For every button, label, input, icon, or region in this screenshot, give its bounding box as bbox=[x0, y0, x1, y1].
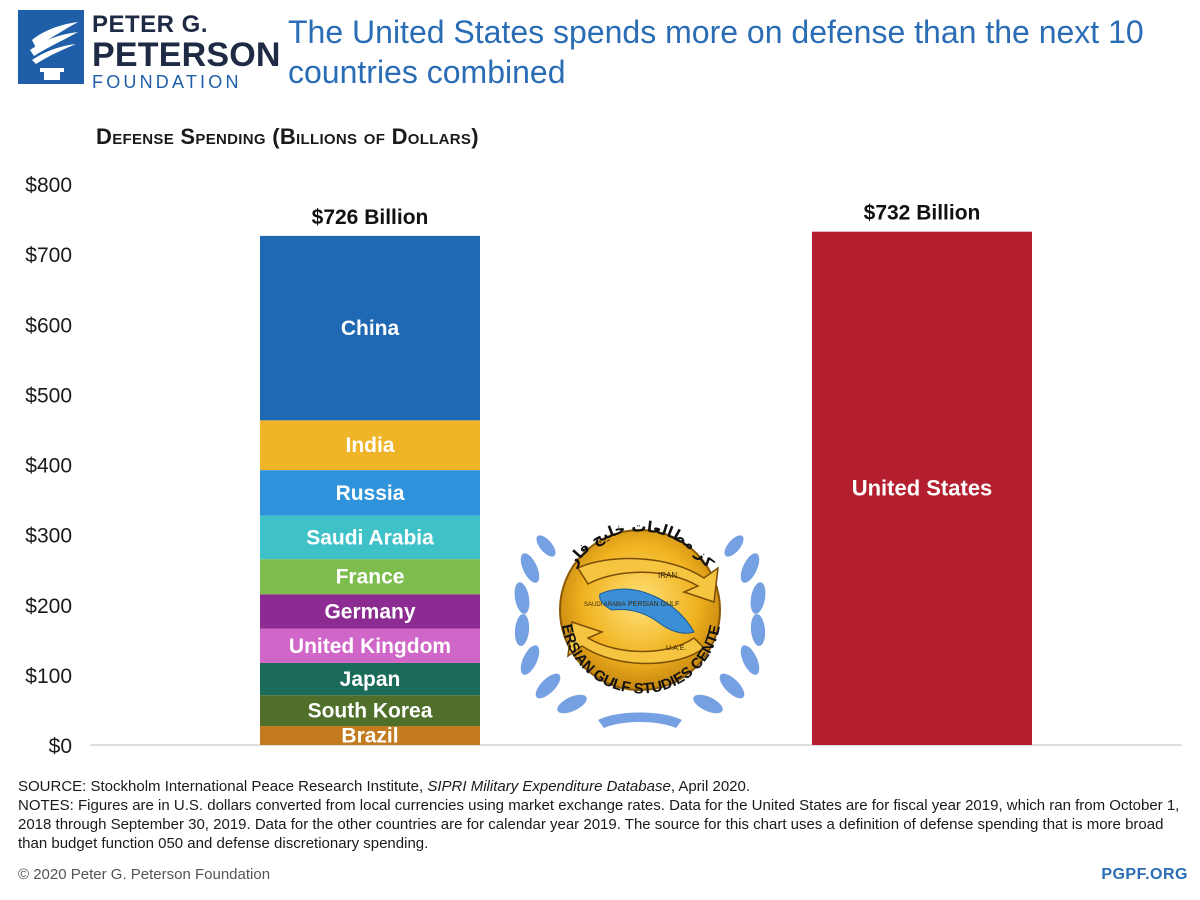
bar-total-label: $732 Billion bbox=[864, 202, 981, 225]
map-label-gulf: PERSIAN GULF bbox=[628, 601, 679, 608]
footer-notes: SOURCE: Stockholm International Peace Re… bbox=[18, 777, 1188, 853]
y-tick-label: $100 bbox=[25, 665, 72, 688]
segment-label: Germany bbox=[324, 600, 415, 623]
persian-gulf-map-icon bbox=[599, 588, 695, 634]
bar-segment bbox=[260, 420, 480, 471]
segment-label: Japan bbox=[340, 668, 401, 691]
segment-label: United States bbox=[852, 475, 993, 500]
brand-logo: PETER G. PETERSON FOUNDATION bbox=[18, 10, 280, 92]
source-line: SOURCE: Stockholm International Peace Re… bbox=[18, 778, 751, 795]
notes-text: NOTES: Figures are in U.S. dollars conve… bbox=[18, 797, 1180, 852]
brand-line2: PETERSON bbox=[92, 36, 281, 74]
segment-label: Russia bbox=[336, 482, 405, 505]
bar-segment bbox=[260, 470, 480, 516]
brand-line1: PETER G. bbox=[92, 11, 209, 38]
y-tick-label: $800 bbox=[25, 174, 72, 197]
y-tick-label: $600 bbox=[25, 314, 72, 337]
segment-label: China bbox=[341, 317, 400, 340]
bar-segment bbox=[260, 559, 480, 595]
bar-segment bbox=[260, 515, 480, 560]
persian-gulf-studies-center-emblem: IRAN PERSIAN GULF SAUDI ARABIA U.A.E. مر… bbox=[508, 498, 766, 728]
chart-title: Defense Spending (Billions of Dollars) bbox=[96, 124, 479, 149]
torch-logo-icon bbox=[18, 10, 84, 84]
segment-label: France bbox=[336, 566, 405, 589]
bar-segment bbox=[812, 231, 1032, 745]
segment-label: India bbox=[345, 434, 394, 457]
map-label-iran: IRAN bbox=[658, 571, 677, 580]
map-label-uae: U.A.E. bbox=[666, 645, 686, 652]
brand-line3: FOUNDATION bbox=[92, 72, 242, 92]
site-link[interactable]: PGPF.ORG bbox=[1101, 866, 1188, 883]
y-tick-label: $700 bbox=[25, 244, 72, 267]
bar-segment bbox=[260, 594, 480, 629]
segment-label: Saudi Arabia bbox=[306, 526, 434, 549]
map-label-saudi: SAUDI ARABIA bbox=[584, 602, 626, 608]
copyright: © 2020 Peter G. Peterson Foundation bbox=[18, 866, 271, 883]
bar-segment bbox=[260, 726, 480, 745]
y-tick-label: $0 bbox=[49, 735, 72, 758]
headline: The United States spends more on defense… bbox=[288, 14, 1144, 90]
laurel-wreath-icon bbox=[514, 535, 766, 728]
bar-segment bbox=[260, 662, 480, 696]
segment-label: South Korea bbox=[308, 700, 433, 723]
bar-segment bbox=[260, 235, 480, 421]
y-tick-label: $300 bbox=[25, 525, 72, 548]
y-tick-label: $200 bbox=[25, 595, 72, 618]
bar-total-label: $726 Billion bbox=[312, 206, 429, 229]
bar-segment bbox=[260, 628, 480, 663]
segment-label: United Kingdom bbox=[289, 635, 451, 658]
bar-segment bbox=[260, 695, 480, 727]
y-tick-label: $500 bbox=[25, 384, 72, 407]
y-tick-label: $400 bbox=[25, 455, 72, 478]
segment-label: Brazil bbox=[341, 725, 398, 748]
